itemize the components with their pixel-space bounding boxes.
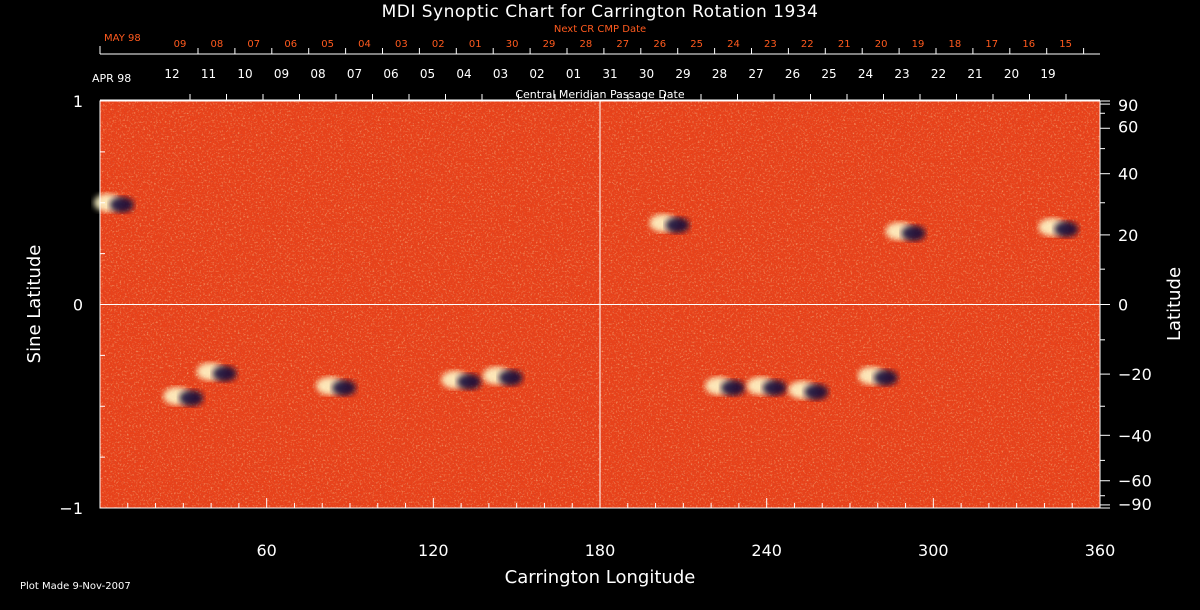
cmp-date-label: 12 [164, 67, 179, 81]
cmp-date-label: 29 [675, 67, 690, 81]
next-cr-date-label: 04 [358, 39, 371, 50]
next-cr-date-label: 27 [616, 39, 629, 50]
y-left-axis-label: Sine Latitude [24, 245, 45, 364]
chart-title: MDI Synoptic Chart for Carrington Rotati… [381, 2, 819, 22]
cmp-date-label: 31 [602, 67, 617, 81]
next-cr-date-label: 06 [284, 39, 297, 50]
y-right-tick-label: 60 [1118, 117, 1138, 136]
next-cr-date-label: 05 [321, 39, 334, 50]
next-cr-date-label: 17 [985, 39, 998, 50]
next-cr-date-label: 03 [395, 39, 408, 50]
y-right-axis-label: Latitude [1164, 267, 1185, 341]
cmp-date-label: 01 [566, 67, 581, 81]
next-cr-date-label: 18 [949, 39, 962, 50]
next-cr-date-label: 25 [690, 39, 703, 50]
cmp-date-label: 03 [493, 67, 508, 81]
next-cr-date-label: 23 [764, 39, 777, 50]
cmp-date-label: 30 [639, 67, 654, 81]
cmp-date-label: 04 [456, 67, 471, 81]
next-cr-date-label: 28 [580, 39, 593, 50]
active-region-negative [498, 369, 523, 386]
next-cr-date-label: 26 [653, 39, 666, 50]
cmp-date-label: 19 [1040, 67, 1055, 81]
cmp-date-label: 06 [383, 67, 398, 81]
next-cr-date-label: 01 [469, 39, 482, 50]
x-tick-label: 360 [1085, 541, 1116, 560]
active-region-negative [901, 225, 926, 242]
y-right-tick-label: 20 [1118, 226, 1138, 245]
next-cr-date-label: 09 [174, 39, 187, 50]
next-cr-date-label: 30 [506, 39, 519, 50]
active-region-negative [1054, 221, 1079, 238]
next-cr-date-label: 29 [543, 39, 556, 50]
y-right-tick-label: −60 [1118, 472, 1152, 491]
y-left-tick-label: 1 [73, 92, 83, 111]
cmp-date-label: 26 [785, 67, 800, 81]
y-right-tick-label: −90 [1118, 495, 1152, 514]
cmp-date-label: 20 [1004, 67, 1019, 81]
x-tick-label: 60 [256, 541, 276, 560]
y-left-tick-label: −1 [59, 499, 83, 518]
next-cr-date-label: 16 [1022, 39, 1035, 50]
next-cr-date-label: 24 [727, 39, 740, 50]
cmp-date-label: 27 [748, 67, 763, 81]
active-region-negative [873, 369, 898, 386]
cmp-date-label: 08 [310, 67, 325, 81]
next-cr-month-label: MAY 98 [104, 33, 141, 44]
cmp-date-label: 09 [274, 67, 289, 81]
cmp-date-label: 23 [894, 67, 909, 81]
cmp-month-label: APR 98 [92, 72, 131, 85]
active-region-negative [332, 379, 357, 396]
x-tick-label: 300 [918, 541, 949, 560]
cmp-date-label: 05 [420, 67, 435, 81]
y-right-tick-label: 90 [1118, 96, 1138, 115]
x-tick-label: 180 [585, 541, 616, 560]
active-region-negative [762, 379, 787, 396]
y-right-tick-label: −40 [1118, 426, 1152, 445]
y-right-tick-label: 40 [1118, 165, 1138, 184]
active-region-negative [212, 365, 237, 382]
cmp-date-label: 24 [858, 67, 873, 81]
active-region-negative [721, 379, 745, 396]
active-region-negative [457, 373, 482, 390]
next-cr-date-label: 21 [838, 39, 851, 50]
cmp-date-label: 10 [237, 67, 252, 81]
next-cr-date-label: 15 [1059, 39, 1072, 50]
next-cr-date-label: 19 [912, 39, 925, 50]
next-cr-date-label: 08 [211, 39, 224, 50]
cmp-date-label: 21 [967, 67, 982, 81]
cmp-date-label: 22 [931, 67, 946, 81]
active-region-negative [109, 196, 134, 213]
cmp-date-label: 11 [201, 67, 216, 81]
cmp-date-label: 02 [529, 67, 544, 81]
y-right-tick-label: −20 [1118, 365, 1152, 384]
x-tick-label: 120 [418, 541, 449, 560]
active-region-negative [804, 383, 829, 400]
next-cr-title: Next CR CMP Date [554, 24, 646, 35]
y-right-tick-label: 0 [1118, 296, 1128, 315]
x-axis-label: Carrington Longitude [505, 567, 696, 588]
top-axis-title: Central Meridian Passage Date [515, 88, 684, 101]
next-cr-date-label: 07 [247, 39, 260, 50]
cmp-date-label: 07 [347, 67, 362, 81]
active-region-negative [179, 390, 204, 407]
cmp-date-label: 28 [712, 67, 727, 81]
next-cr-date-label: 20 [875, 39, 888, 50]
y-left-tick-label: 0 [73, 296, 83, 315]
next-cr-date-label: 02 [432, 39, 445, 50]
active-region-negative [665, 217, 690, 234]
cmp-date-label: 25 [821, 67, 836, 81]
next-cr-date-label: 22 [801, 39, 814, 50]
plot-made-label: Plot Made 9-Nov-2007 [20, 581, 131, 592]
x-tick-label: 240 [751, 541, 782, 560]
